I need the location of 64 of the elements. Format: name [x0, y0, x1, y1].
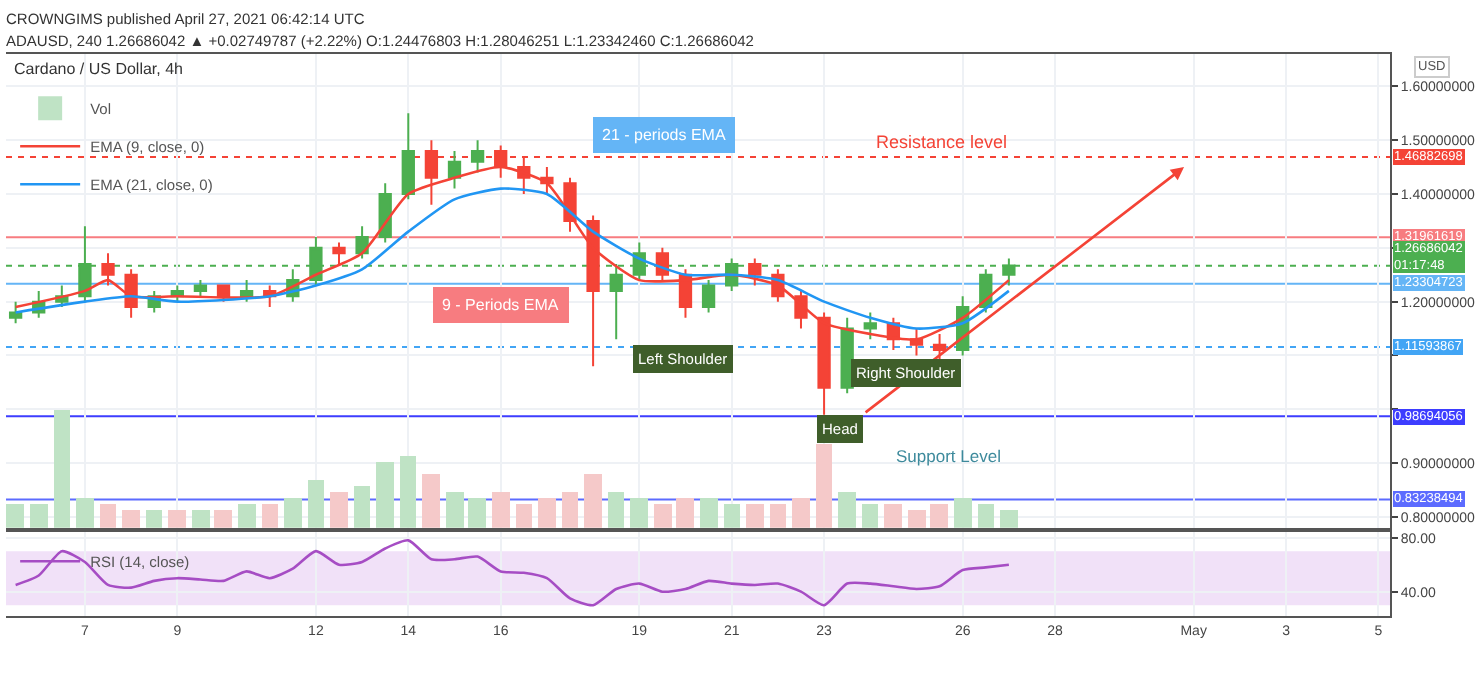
bar	[608, 492, 624, 528]
bar	[930, 504, 948, 528]
bar	[700, 498, 718, 528]
candlestick	[470, 139, 485, 174]
line-series	[14, 539, 1011, 607]
bar	[584, 474, 602, 528]
bar	[6, 504, 24, 528]
bar	[168, 510, 186, 528]
bar	[214, 510, 232, 528]
candlestick	[563, 176, 577, 233]
candlestick	[8, 300, 23, 325]
bar	[284, 498, 302, 528]
bar	[884, 504, 902, 528]
bar	[376, 462, 394, 528]
bar	[308, 480, 324, 528]
candlestick	[748, 257, 762, 287]
bar	[838, 492, 856, 528]
bar	[54, 410, 70, 528]
bar	[330, 492, 348, 528]
bar	[422, 474, 440, 528]
bar	[1000, 510, 1018, 528]
bar	[954, 498, 972, 528]
candlestick	[701, 279, 716, 314]
bar	[724, 504, 740, 528]
bar	[770, 504, 786, 528]
bar	[562, 492, 578, 528]
annotation: Resistance level	[876, 132, 1008, 152]
bar	[862, 504, 878, 528]
candlestick	[401, 112, 415, 201]
candlestick	[193, 279, 208, 298]
chart-title: Cardano / US Dollar, 4h	[14, 60, 183, 78]
bar	[30, 504, 48, 528]
annotation: 21 - periods EMA	[602, 126, 727, 144]
bar	[76, 498, 94, 528]
annotation: 9 - Periods EMA	[442, 296, 560, 314]
bar	[468, 498, 486, 528]
candlestick	[124, 268, 138, 319]
candlestick	[609, 262, 623, 341]
bar	[446, 492, 464, 528]
candlestick	[101, 252, 115, 287]
candlestick	[794, 289, 808, 330]
candlestick	[447, 149, 462, 190]
bar	[238, 504, 256, 528]
candlestick	[863, 311, 877, 341]
bar	[262, 504, 278, 528]
bar	[792, 498, 810, 528]
bar	[122, 510, 140, 528]
bar	[146, 510, 162, 528]
bar	[192, 510, 210, 528]
bar	[354, 486, 370, 528]
candlestick	[355, 225, 369, 260]
candlestick	[332, 241, 346, 265]
bar	[630, 498, 648, 528]
annotation: Support Level	[896, 446, 1002, 466]
bar	[676, 498, 694, 528]
bar	[978, 504, 994, 528]
bar	[400, 456, 416, 528]
bar	[516, 504, 532, 528]
bar	[492, 492, 510, 528]
bar	[100, 504, 116, 528]
bar	[746, 504, 764, 528]
bar	[908, 510, 926, 528]
bar	[538, 498, 556, 528]
bar	[654, 504, 672, 528]
